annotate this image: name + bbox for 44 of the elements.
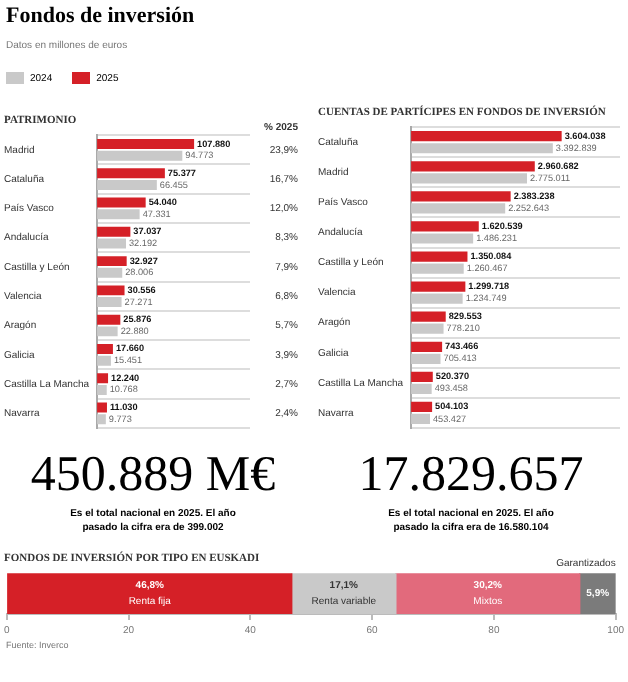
bar bbox=[411, 143, 553, 154]
bar bbox=[97, 150, 183, 161]
bar bbox=[411, 281, 466, 292]
bar bbox=[97, 285, 125, 296]
bar bbox=[411, 341, 443, 352]
bar bbox=[411, 191, 511, 202]
bar bbox=[411, 383, 432, 395]
bar bbox=[97, 297, 122, 308]
bar bbox=[411, 413, 430, 425]
bar bbox=[411, 401, 433, 413]
bar bbox=[97, 168, 165, 179]
bar bbox=[97, 343, 113, 354]
bar bbox=[97, 209, 140, 220]
bar bbox=[97, 314, 121, 325]
bar bbox=[411, 371, 433, 382]
bar bbox=[97, 139, 195, 149]
bar bbox=[97, 373, 109, 384]
bar bbox=[411, 323, 444, 334]
bar bbox=[97, 197, 146, 208]
bar bbox=[411, 233, 474, 244]
bar bbox=[97, 326, 118, 337]
bar bbox=[411, 353, 441, 364]
bar bbox=[411, 221, 479, 232]
text: Fondos de inversión bbox=[6, 4, 195, 28]
bar bbox=[411, 203, 506, 214]
bar bbox=[97, 238, 127, 249]
bar bbox=[97, 267, 123, 278]
text: 450.889 M€ bbox=[28, 448, 278, 502]
bar bbox=[7, 573, 293, 614]
text: 17.829.657 bbox=[356, 448, 586, 502]
bar bbox=[97, 256, 127, 267]
bar bbox=[411, 263, 464, 274]
bar bbox=[411, 293, 463, 304]
bar bbox=[395, 573, 581, 614]
bar bbox=[411, 131, 562, 142]
bar bbox=[411, 251, 468, 262]
bar bbox=[411, 311, 446, 322]
bar bbox=[411, 173, 528, 184]
bar bbox=[97, 355, 111, 366]
bar bbox=[411, 161, 535, 172]
bar bbox=[97, 180, 157, 190]
bar bbox=[97, 384, 107, 395]
bar bbox=[97, 226, 131, 237]
bar bbox=[97, 414, 106, 425]
